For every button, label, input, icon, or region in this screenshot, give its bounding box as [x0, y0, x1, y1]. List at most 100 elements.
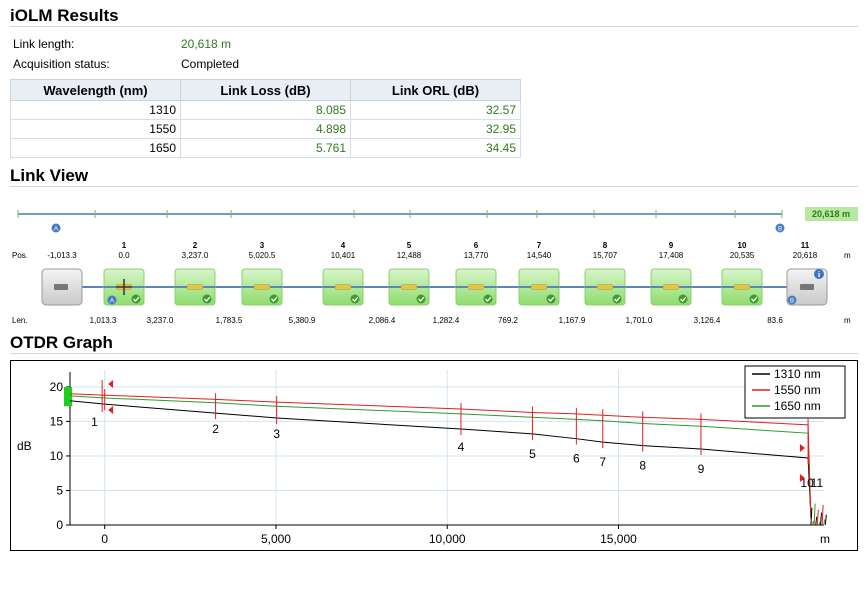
- link-view-divider: [10, 186, 858, 187]
- link-length-value: 20,618 m: [181, 37, 232, 51]
- event-label: 4: [458, 440, 465, 454]
- pass-check-icon: [202, 294, 212, 304]
- marker-b-arrow-icon[interactable]: [799, 444, 805, 452]
- acquisition-status-value: Completed: [181, 57, 240, 71]
- event-number: 5: [407, 241, 412, 250]
- event-position: 20,618: [793, 251, 818, 260]
- noise-mark: [818, 522, 821, 526]
- segment-length: 3,237.0: [147, 316, 174, 325]
- event-block-2[interactable]: [174, 268, 216, 306]
- y-tick-label: 10: [50, 449, 64, 463]
- len-label: Len.: [12, 316, 28, 325]
- event-label: 3: [273, 427, 280, 441]
- cell-link-orl: 32.57: [350, 100, 521, 120]
- event-block-6[interactable]: [455, 268, 497, 306]
- segment-length: 1,167.9: [559, 316, 586, 325]
- noise-mark: [820, 512, 823, 526]
- legend-entry: 1310 nm: [774, 367, 821, 381]
- link-view-diagram: A B 20,618 m Pos. -1,013.3 m Len. m B i …: [12, 207, 858, 325]
- segment-length: 769.2: [498, 316, 519, 325]
- event-block-4[interactable]: [322, 268, 364, 306]
- event-label: 11: [811, 476, 824, 490]
- event-position: 12,488: [397, 251, 422, 260]
- marker-a-event-icon[interactable]: A: [107, 295, 117, 305]
- svg-text:B: B: [790, 299, 794, 305]
- pass-check-icon: [612, 294, 622, 304]
- info-icon[interactable]: i: [814, 269, 824, 279]
- link-view-title: Link View: [10, 166, 89, 185]
- cell-wavelength: 1650: [10, 138, 181, 158]
- event-block-7[interactable]: [518, 268, 560, 306]
- noise-mark: [813, 503, 816, 526]
- event-position: 13,770: [464, 251, 489, 260]
- total-length-badge: 20,618 m: [805, 207, 858, 221]
- event-number: 1: [122, 241, 127, 250]
- x-tick-label: 0: [101, 532, 108, 546]
- cell-link-orl: 32.95: [350, 119, 521, 139]
- noise-mark: [816, 509, 819, 526]
- x-axis-unit: m: [820, 532, 830, 546]
- y-tick-label: 0: [56, 518, 63, 532]
- legend-entry: 1550 nm: [774, 383, 821, 397]
- pass-check-icon: [546, 294, 556, 304]
- cell-wavelength: 1550: [10, 119, 181, 139]
- event-number: 3: [260, 241, 265, 250]
- marker-a-icon[interactable]: A: [51, 223, 61, 233]
- x-tick-label: 5,000: [261, 532, 291, 546]
- segment-length: 1,282.4: [433, 316, 460, 325]
- pass-check-icon: [269, 294, 279, 304]
- noise-mark: [810, 507, 813, 526]
- otdr-divider: [10, 353, 858, 354]
- event-position: 5,020.5: [249, 251, 276, 260]
- noise-mark: [815, 516, 818, 526]
- event-block-5[interactable]: [388, 268, 430, 306]
- segment-length: 1,783.5: [216, 316, 243, 325]
- segment-length: 5,380.9: [289, 316, 316, 325]
- event-block-9[interactable]: [650, 268, 692, 306]
- y-tick-label: 5: [56, 483, 63, 497]
- event-position: 3,237.0: [182, 251, 209, 260]
- event-block-8[interactable]: [584, 268, 626, 306]
- event-position: 17,408: [659, 251, 684, 260]
- event-label: 7: [599, 455, 606, 469]
- otdr-title: OTDR Graph: [10, 333, 113, 352]
- noise-mark: [812, 520, 815, 526]
- cell-link-loss: 8.085: [180, 100, 351, 120]
- link-length-label: Link length:: [13, 37, 75, 51]
- event-number: 9: [669, 241, 674, 250]
- launch-end-icon[interactable]: [41, 268, 83, 306]
- event-number: 7: [537, 241, 542, 250]
- marker-b-arrow-icon[interactable]: [799, 474, 805, 482]
- segment-length: 1,013.3: [90, 316, 117, 325]
- event-position: 15,707: [593, 251, 618, 260]
- event-position: 0.0: [118, 251, 130, 260]
- col-link-loss: Link Loss (dB): [180, 79, 351, 101]
- table-row: 1650 5.761 34.45: [10, 138, 521, 158]
- results-title: iOLM Results: [10, 6, 119, 25]
- noise-mark: [824, 514, 827, 526]
- x-tick-label: 10,000: [429, 532, 466, 546]
- event-label: 8: [639, 459, 646, 473]
- event-block-10[interactable]: [721, 268, 763, 306]
- series-line-1310-nm: [69, 400, 812, 519]
- results-table: Wavelength (nm) Link Loss (dB) Link ORL …: [10, 79, 521, 158]
- cell-wavelength: 1310: [10, 100, 181, 120]
- table-row: 1550 4.898 32.95: [10, 119, 521, 139]
- col-link-orl: Link ORL (dB): [350, 79, 521, 101]
- otdr-graph[interactable]: 0 5 10 15 20 0 5,000 10,000 15,000 dB m 1 2 3 4 5 6 7 8 9 1…: [10, 360, 858, 551]
- marker-a-arrow-icon[interactable]: [108, 406, 114, 414]
- cell-link-orl: 34.45: [350, 138, 521, 158]
- legend-entry: 1650 nm: [774, 399, 821, 413]
- svg-text:i: i: [818, 270, 821, 279]
- pos-label: Pos.: [12, 251, 28, 260]
- marker-b-icon[interactable]: B: [775, 223, 785, 233]
- pass-check-icon: [131, 294, 141, 304]
- event-label: 6: [573, 452, 580, 466]
- svg-text:A: A: [110, 299, 114, 305]
- cell-link-loss: 5.761: [180, 138, 351, 158]
- crosshair-icon[interactable]: [116, 279, 132, 295]
- event-block-3[interactable]: [241, 268, 283, 306]
- event-position: 10,401: [331, 251, 356, 260]
- marker-a-arrow-icon[interactable]: [108, 380, 114, 388]
- pass-check-icon: [350, 294, 360, 304]
